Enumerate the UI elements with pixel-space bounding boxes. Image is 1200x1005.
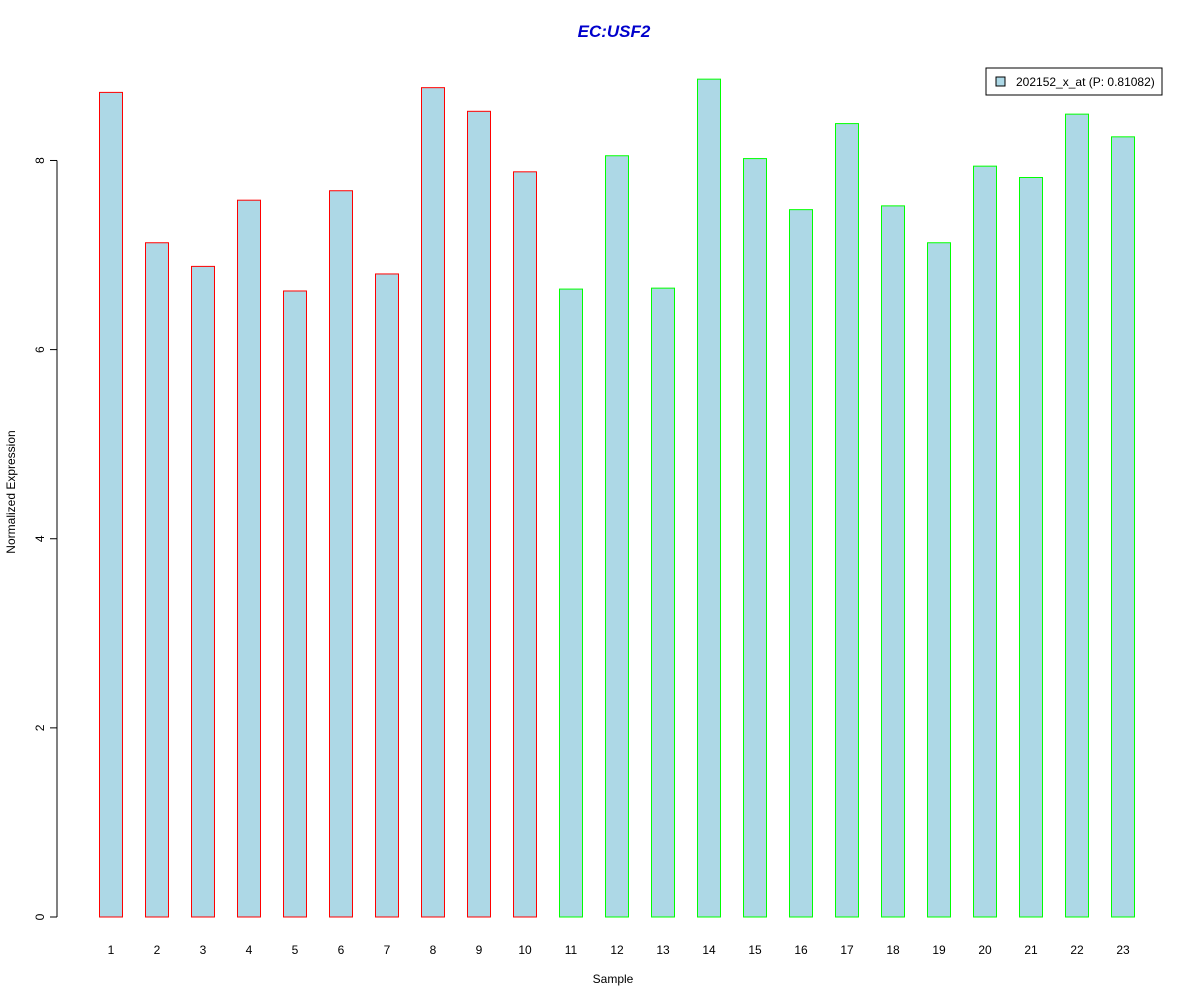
- x-tick-label: 18: [886, 943, 900, 957]
- bar-sample-4: [237, 199, 261, 918]
- bar-sample-20: [973, 165, 997, 918]
- legend: 202152_x_at (P: 0.81082): [985, 67, 1163, 96]
- x-tick-label: 2: [154, 943, 161, 957]
- x-tick-label: 9: [476, 943, 483, 957]
- y-tick-label: 6: [33, 346, 47, 353]
- x-tick-label: 22: [1070, 943, 1084, 957]
- bar-sample-1: [99, 91, 123, 918]
- chart-title: EC:USF2: [578, 22, 651, 41]
- legend-label: 202152_x_at (P: 0.81082): [1016, 75, 1155, 89]
- x-tick-label: 7: [384, 943, 391, 957]
- y-tick-label: 0: [33, 913, 47, 920]
- bar-sample-9: [467, 110, 491, 918]
- x-tick-label: 4: [246, 943, 253, 957]
- bar-sample-16: [789, 209, 813, 918]
- bar-sample-13: [651, 287, 675, 918]
- x-axis-label: Sample: [593, 972, 634, 986]
- x-tick-label: 8: [430, 943, 437, 957]
- x-tick-label: 20: [978, 943, 992, 957]
- bar-sample-14: [697, 78, 721, 918]
- bar-sample-12: [605, 155, 629, 918]
- x-tick-label: 17: [840, 943, 854, 957]
- x-tick-label: 14: [702, 943, 716, 957]
- bar-sample-2: [145, 242, 169, 918]
- bar-sample-22: [1065, 113, 1089, 918]
- bar-sample-15: [743, 158, 767, 918]
- legend-swatch: [995, 76, 1006, 87]
- y-tick-label: 8: [33, 157, 47, 164]
- y-axis: 0 2 4 6 8: [33, 157, 58, 920]
- x-tick-label: 10: [518, 943, 532, 957]
- y-tick-label: 4: [33, 535, 47, 542]
- bar-sample-3: [191, 265, 215, 918]
- x-tick-label: 16: [794, 943, 808, 957]
- bar-sample-23: [1111, 136, 1135, 918]
- x-tick-label: 15: [748, 943, 762, 957]
- bar-sample-21: [1019, 177, 1043, 918]
- x-tick-label: 12: [610, 943, 624, 957]
- x-tick-label: 11: [565, 943, 578, 957]
- x-tick-label: 3: [200, 943, 207, 957]
- x-tick-label: 23: [1116, 943, 1130, 957]
- y-axis-label: Normalized Expression: [4, 430, 18, 553]
- bars: [99, 78, 1135, 918]
- bar-sample-19: [927, 242, 951, 918]
- x-tick-label: 21: [1024, 943, 1038, 957]
- bar-sample-5: [283, 290, 307, 918]
- bar-sample-10: [513, 171, 537, 918]
- x-tick-label: 19: [932, 943, 946, 957]
- x-tick-label: 6: [338, 943, 345, 957]
- bar-sample-7: [375, 273, 399, 918]
- bar-sample-18: [881, 205, 905, 918]
- x-tick-labels: 1 2 3 4 5 6 7 8 9 10 11 12 13 14 15 16 17 18 19 20 21 22 23: [108, 943, 1130, 957]
- legend-box: [985, 67, 1163, 96]
- x-tick-label: 1: [108, 943, 115, 957]
- x-tick-label: 13: [656, 943, 670, 957]
- x-tick-label: 5: [292, 943, 299, 957]
- bar-sample-6: [329, 190, 353, 918]
- bar-sample-17: [835, 123, 859, 918]
- bar-sample-11: [559, 288, 583, 918]
- y-tick-label: 2: [33, 724, 47, 731]
- bar-sample-8: [421, 87, 445, 918]
